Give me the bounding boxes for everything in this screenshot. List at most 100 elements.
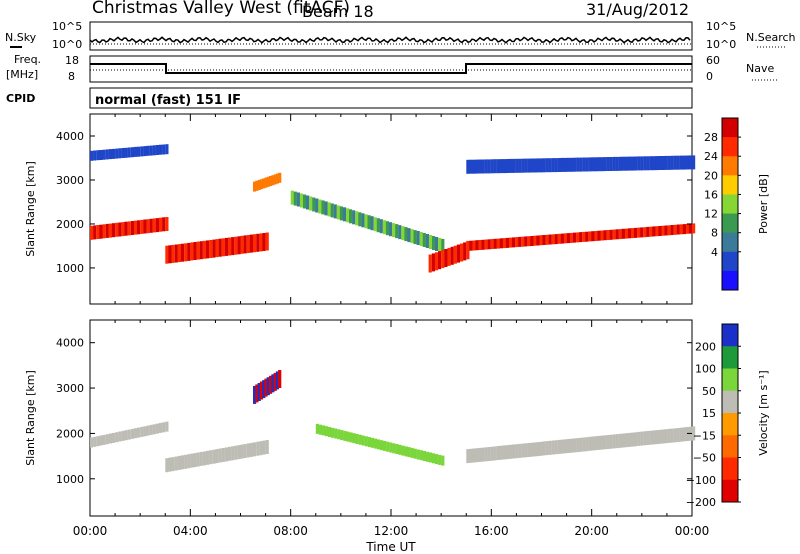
velocity-cell [603,435,607,450]
freq-strip [89,55,693,83]
power-cell [410,229,414,244]
velocity-cell [93,436,97,447]
power-cell [407,228,411,243]
power-panel: 1000 2000 3000 4000 Slant Range [km] [24,113,696,305]
power-cell [228,237,232,256]
velocity-cell [127,429,131,440]
x-axis-label: Time UT [365,540,416,554]
power-cell [441,250,445,269]
power-cell [554,234,558,245]
velocity-cell [509,444,513,459]
power-cell [548,234,552,245]
power-colorbar-tick-label: 4 [711,246,718,259]
power-cell [312,197,316,212]
power-cell [536,235,540,246]
power-colorbar-tick-label: 20 [704,169,718,182]
power-cell [401,226,405,241]
power-cell [505,237,510,248]
velocity-cell [275,371,279,390]
power-cell [670,225,674,235]
velocity-cell [253,442,257,457]
velocity-cell [557,439,561,454]
velocity-cell [527,443,531,457]
nsearch-label: N.Search [746,31,796,44]
power-cell [469,159,473,174]
power-cell [180,243,185,262]
velocity-cell [96,436,100,447]
power-cell [597,157,601,172]
power-cell [395,224,399,239]
velocity-cell [133,428,138,439]
power-cell [518,158,522,173]
power-cell [515,237,519,248]
power-cell [265,232,269,251]
velocity-cell [149,424,153,435]
power-cell [165,245,169,264]
velocity-cell [487,447,491,461]
power-cell [621,228,625,239]
velocity-cell [478,447,482,462]
power-colorbar-swatch [722,118,738,138]
power-cell [536,158,540,173]
velocity-cell [425,451,430,462]
power-cell [336,205,340,220]
power-ytick-label: 3000 [56,174,84,187]
velocity-cell [190,453,194,468]
power-cell [649,156,653,171]
power-colorbar-swatch [722,175,738,195]
power-cell [349,209,353,224]
velocity-cell [563,439,568,454]
power-cell [542,235,546,245]
velocity-cell [606,435,610,449]
power-cell [355,211,359,226]
power-cell [146,145,150,156]
power-cell [152,218,156,233]
power-cell [591,231,595,242]
velocity-cell [615,434,619,449]
power-cell [615,156,619,171]
power-cell [615,229,619,240]
power-cell [603,230,607,241]
power-cell [612,156,616,171]
velocity-cell [685,427,690,441]
nsky-strip [89,21,693,51]
velocity-cell [505,445,510,460]
velocity-cell [435,454,439,465]
power-cell [444,249,448,267]
power-cell [499,159,503,174]
power-cell [679,224,683,235]
velocity-frame [89,319,693,517]
velocity-cell [264,378,268,397]
power-cell [676,224,680,235]
power-cell [600,230,604,241]
power-cell [379,219,383,234]
velocity-cell [539,441,543,456]
power-cell [143,219,147,234]
power-cell [481,159,485,174]
velocity-cell [597,435,601,450]
velocity-cell [265,440,269,454]
velocity-cell [428,452,433,463]
power-cell [539,235,543,246]
velocity-cell [256,441,260,456]
velocity-cell [206,450,210,465]
power-cell [643,156,647,171]
power-cell [130,147,134,158]
power-cell [339,206,343,221]
power-cell [130,221,134,235]
power-cell [487,239,491,250]
power-cell [255,180,259,191]
power-cell [159,144,163,155]
velocity-ytick-label: 2000 [56,427,84,440]
power-cell [545,234,549,245]
x-tick-label: 00:00 [73,524,108,538]
power-cell [560,157,564,172]
velocity-cell [212,449,216,464]
power-cell [493,159,497,174]
velocity-cell [631,432,635,447]
velocity-cell [259,381,264,400]
velocity-cell [376,439,381,450]
power-cell [487,159,491,174]
power-cell [259,233,263,252]
power-cell [527,158,531,173]
